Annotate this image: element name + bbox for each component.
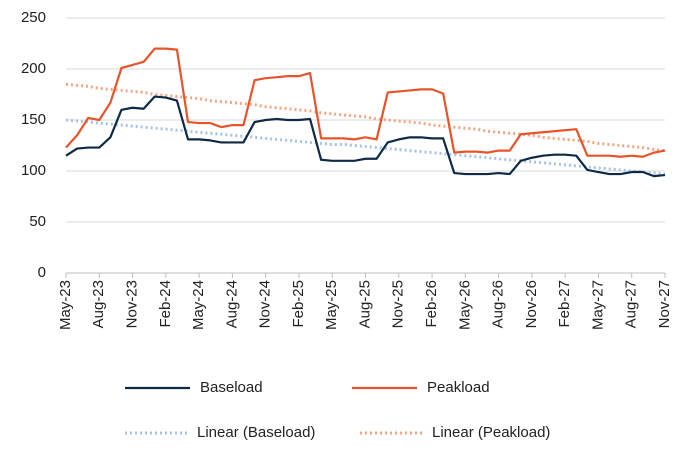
x-tick-label: Feb-25 xyxy=(290,280,307,328)
x-tick-label: Nov-23 xyxy=(124,280,141,328)
x-tick-label: Feb-24 xyxy=(157,280,174,328)
x-tick-label: Aug-27 xyxy=(623,280,640,328)
series-line xyxy=(65,95,666,178)
y-tick-label: 0 xyxy=(38,264,46,281)
legend-label: Linear (Peakload) xyxy=(432,424,550,441)
y-tick-label: 150 xyxy=(21,111,46,128)
x-tick-label: May-23 xyxy=(57,280,74,330)
x-tick-label: Nov-26 xyxy=(523,280,540,328)
y-tick-label: 200 xyxy=(21,60,46,77)
x-tick-label: May-27 xyxy=(589,280,606,330)
x-tick-label: Nov-27 xyxy=(656,280,673,328)
x-tick-label: Aug-24 xyxy=(223,280,240,328)
series-line xyxy=(65,118,666,176)
y-tick-label: 50 xyxy=(29,213,46,230)
x-tick-label: May-25 xyxy=(323,280,340,330)
x-tick-label: Nov-25 xyxy=(390,280,407,328)
series-line xyxy=(65,82,666,153)
x-tick-label: Nov-24 xyxy=(257,280,274,328)
x-tick-label: May-24 xyxy=(190,280,207,330)
x-tick-label: Feb-26 xyxy=(423,280,440,328)
legend-label: Baseload xyxy=(200,379,263,396)
legend-label: Linear (Baseload) xyxy=(197,424,315,441)
x-tick-label: Feb-27 xyxy=(556,280,573,328)
x-tick-label: May-26 xyxy=(456,280,473,330)
y-tick-label: 250 xyxy=(21,9,46,26)
y-tick-label: 100 xyxy=(21,162,46,179)
x-tick-label: Aug-23 xyxy=(90,280,107,328)
x-tick-label: Aug-25 xyxy=(356,280,373,328)
legend-label: Peakload xyxy=(427,379,490,396)
x-tick-label: Aug-26 xyxy=(490,280,507,328)
series-line xyxy=(65,47,666,158)
